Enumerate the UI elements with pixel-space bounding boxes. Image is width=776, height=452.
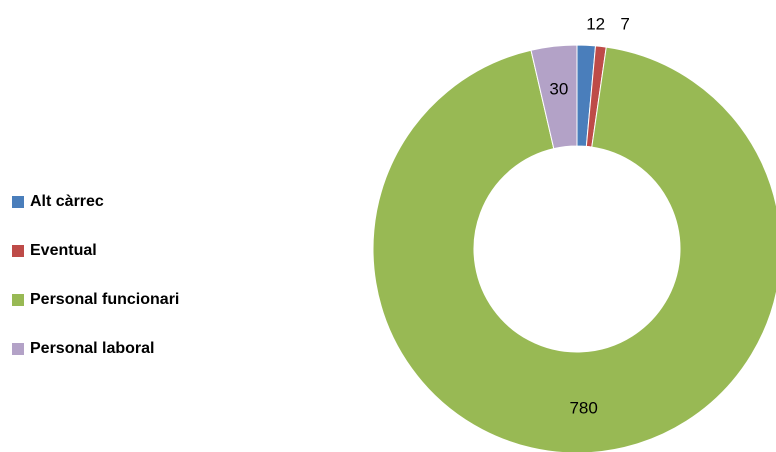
value-label: 7 xyxy=(620,14,629,33)
legend-swatch xyxy=(12,196,24,208)
legend-label: Personal funcionari xyxy=(30,291,179,308)
legend-swatch xyxy=(12,245,24,257)
legend-label: Alt càrrec xyxy=(30,193,104,210)
legend-swatch xyxy=(12,294,24,306)
value-label: 780 xyxy=(569,398,597,417)
donut-slice xyxy=(372,46,776,452)
donut-slice xyxy=(530,44,578,150)
legend-label: Personal laboral xyxy=(30,340,155,357)
legend-swatch xyxy=(12,343,24,355)
value-label: 12 xyxy=(586,14,605,33)
value-label: 30 xyxy=(549,80,568,99)
legend-label: Eventual xyxy=(30,242,97,259)
